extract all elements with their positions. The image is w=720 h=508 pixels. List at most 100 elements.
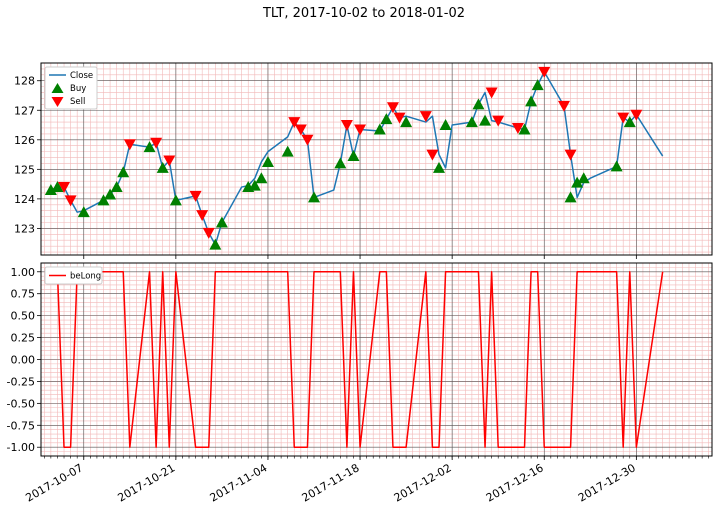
buy-marker (281, 145, 294, 157)
sell-marker (64, 195, 77, 207)
buy-marker (525, 95, 538, 107)
sell-marker (564, 149, 577, 161)
buy-marker (472, 98, 485, 110)
x-tick-label: 2017-11-18 (300, 461, 362, 504)
buy-marker (44, 184, 57, 196)
legend-sell-label: Sell (70, 97, 85, 107)
series-line-belong (50, 271, 664, 448)
buy-marker (209, 238, 222, 250)
sell-marker (301, 134, 314, 146)
buy-marker (432, 161, 445, 173)
buy-marker (518, 123, 531, 135)
buy-marker (400, 116, 413, 128)
sell-marker (58, 182, 71, 194)
price-y-ticks: 123 124 125 126 127 128 (14, 75, 41, 235)
buy-marker (308, 191, 321, 203)
sell-marker (202, 227, 215, 239)
sell-marker (123, 139, 136, 151)
sell-marker (386, 102, 399, 114)
sell-marker (354, 124, 367, 136)
y-tick-label: 0.75 (11, 288, 36, 301)
belong-legend-box (44, 266, 103, 285)
buy-marker (531, 79, 544, 91)
x-tick-label: 2017-10-21 (115, 461, 177, 504)
belong-series (50, 271, 664, 448)
y-tick-label: -0.50 (7, 397, 35, 410)
buy-marker (347, 150, 360, 162)
sell-marker (393, 112, 406, 124)
buy-marker (465, 116, 478, 128)
sell-marker (492, 115, 505, 127)
belong-legend: beLong (44, 266, 103, 285)
sell-marker (288, 117, 301, 129)
legend-buy-swatch (51, 83, 64, 93)
y-tick-label: 126 (14, 134, 35, 147)
buy-marker (571, 176, 584, 188)
price-panel: 123 124 125 126 127 128 Close Buy Sell (14, 62, 713, 256)
sell-marker (419, 111, 432, 123)
y-tick-label: 127 (14, 104, 35, 117)
buy-marker (215, 216, 228, 228)
buy-marker (479, 114, 492, 126)
x-tick-label: 2017-11-04 (208, 461, 270, 504)
buy-marker (261, 155, 274, 167)
belong-y-ticks: -1.00 -0.75 -0.50 -0.25 0.00 0.25 0.50 0.75 1.00 (7, 266, 41, 454)
y-tick-label: 0.00 (11, 354, 36, 367)
x-tick-label: 2017-12-30 (576, 461, 638, 504)
legend-close-label: Close (70, 71, 93, 81)
y-tick-label: 124 (14, 193, 35, 206)
x-tick-label: 2017-12-16 (484, 461, 546, 504)
buy-marker (255, 172, 268, 184)
buy-marker (439, 119, 452, 131)
price-grid (41, 62, 712, 255)
buy-marker (577, 172, 590, 184)
buy-marker (623, 116, 636, 128)
chart-title: TLT, 2017-10-02 to 2018-01-02 (262, 6, 465, 21)
sell-marker (557, 100, 570, 112)
belong-panel: -1.00 -0.75 -0.50 -0.25 0.00 0.25 0.50 0.75 1.00… (7, 262, 713, 457)
buy-marker (51, 181, 64, 193)
x-tick-label: 2017-10-07 (23, 461, 85, 504)
x-axis-ticks: 2017-10-07 2017-10-21 2017-11-04 2017-11-18… (23, 255, 710, 505)
y-tick-label: -0.25 (7, 375, 35, 388)
buy-marker (77, 206, 90, 218)
sell-marker (196, 210, 209, 222)
sell-marker (511, 122, 524, 134)
y-tick-label: 1.00 (11, 266, 36, 279)
y-tick-label: 125 (14, 163, 35, 176)
buy-marker (110, 181, 123, 193)
sell-marker (426, 149, 439, 161)
sell-marker (538, 66, 551, 78)
sell-marker (189, 190, 202, 202)
buy-marker (380, 113, 393, 125)
sell-marker (340, 120, 353, 132)
buy-marker (169, 194, 182, 206)
sell-marker (485, 87, 498, 99)
buy-marker (373, 123, 386, 135)
x-tick-label: 2017-12-02 (392, 461, 454, 504)
price-axes-frame (40, 62, 713, 256)
y-tick-label: -1.00 (7, 441, 35, 454)
buy-marker (117, 166, 130, 178)
buy-marker (564, 191, 577, 203)
sell-marker (150, 137, 163, 149)
buy-marker (104, 188, 117, 200)
buy-marker (97, 194, 110, 206)
price-legend: Close Buy Sell (44, 66, 98, 110)
sell-marker (630, 109, 643, 121)
belong-grid (41, 262, 712, 457)
price-series (44, 66, 664, 250)
y-tick-label: 123 (14, 222, 35, 235)
buy-marker (610, 160, 623, 172)
legend-sell-swatch (51, 97, 64, 107)
sell-marker (163, 155, 176, 167)
y-tick-label: 128 (14, 75, 35, 88)
y-tick-label: 0.50 (11, 310, 36, 323)
buy-marker (334, 157, 347, 169)
buy-marker (248, 179, 261, 191)
y-tick-label: -0.75 (7, 419, 35, 432)
y-tick-label: 0.25 (11, 332, 36, 345)
sell-marker (617, 112, 630, 124)
legend-belong-label: beLong (70, 272, 101, 282)
